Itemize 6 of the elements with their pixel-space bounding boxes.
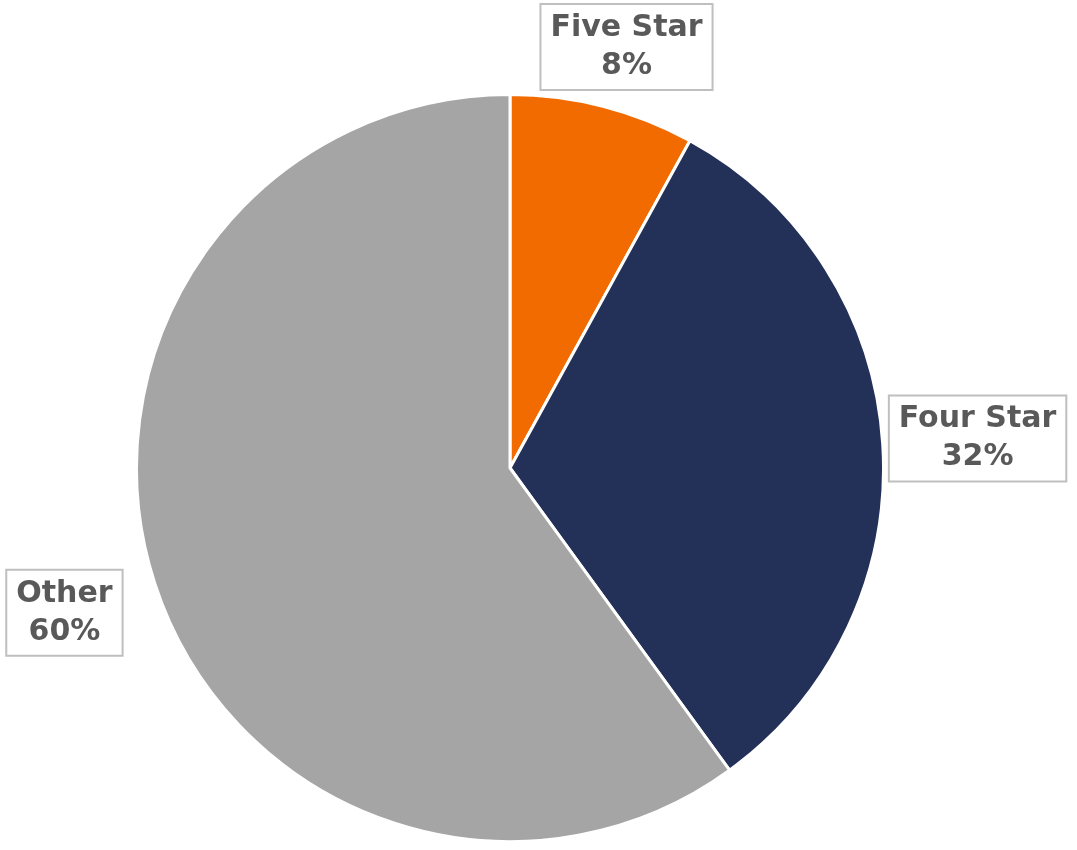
data-label: 60% [28,611,101,647]
data-label: 8% [601,45,652,81]
slice-label: Five Star [550,7,703,43]
slice-label: Four Star [898,399,1057,435]
slice-label: Other [16,573,113,609]
data-label: 32% [941,437,1014,473]
